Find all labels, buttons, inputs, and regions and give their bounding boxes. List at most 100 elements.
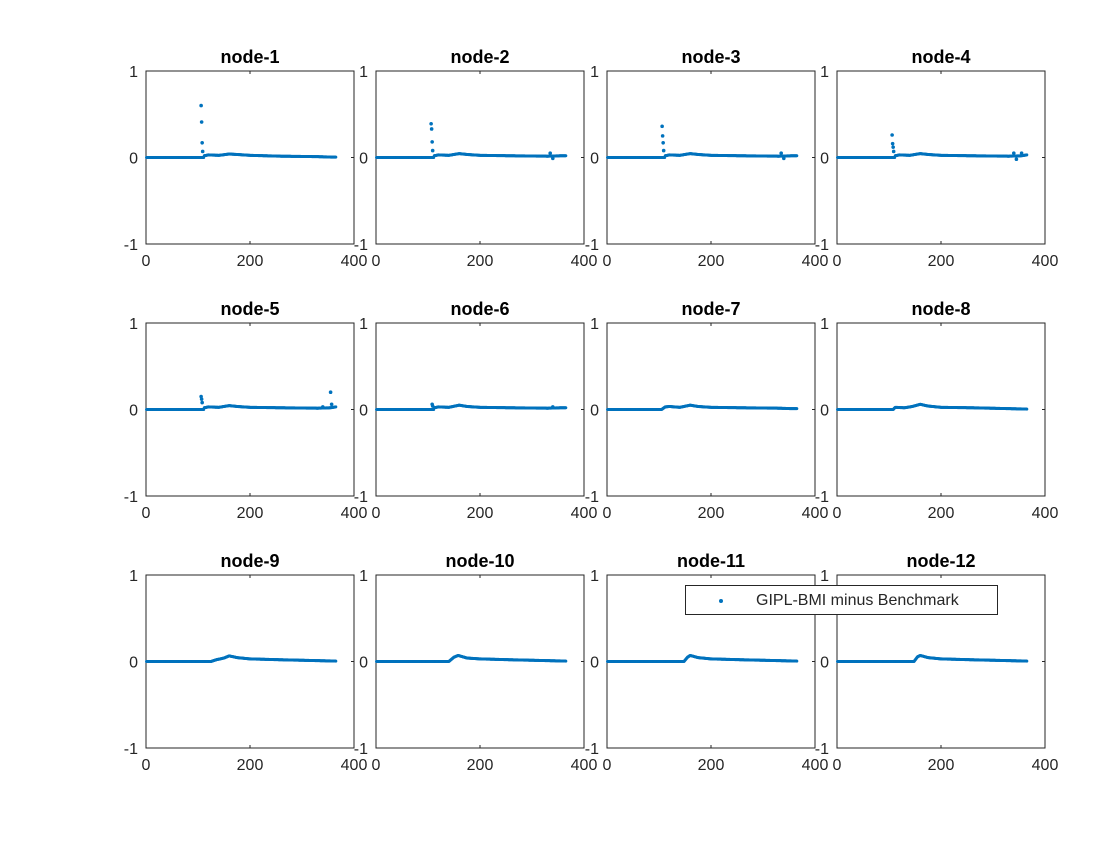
x-tick-label: 400 [571, 505, 598, 522]
subplot-title: node-10 [445, 551, 514, 571]
y-tick-label: 1 [359, 568, 368, 585]
series-points [836, 653, 1029, 663]
series-points [145, 390, 338, 411]
y-tick-label: -1 [585, 741, 599, 758]
data-point-spike [1012, 151, 1016, 155]
y-tick-label: -1 [585, 489, 599, 506]
data-point [564, 406, 568, 410]
data-point-spike [782, 156, 786, 161]
x-tick-label: 200 [467, 757, 494, 774]
data-point-spike [321, 405, 325, 409]
x-tick-label: 0 [372, 505, 381, 522]
data-point [1025, 153, 1029, 157]
data-point-spike [430, 148, 435, 153]
data-point-spike [890, 133, 894, 137]
y-tick-label: 0 [129, 151, 138, 168]
data-point-spike [891, 149, 896, 154]
data-point-spike [1014, 157, 1019, 162]
data-point [1025, 659, 1029, 663]
data-point [795, 659, 799, 663]
series-points [145, 654, 338, 663]
subplot-title: node-8 [911, 299, 970, 319]
x-tick-label: 200 [928, 253, 955, 270]
x-tick-label: 0 [142, 505, 151, 522]
data-point-spike [548, 151, 552, 155]
subplot-title: node-11 [677, 551, 745, 571]
series-points [836, 133, 1029, 162]
data-point-spike [200, 400, 204, 405]
y-tick-label: -1 [354, 489, 368, 506]
x-tick-label: 0 [603, 757, 612, 774]
series-points [375, 653, 568, 663]
y-tick-label: 0 [359, 151, 368, 168]
y-tick-label: -1 [124, 237, 138, 254]
data-point [334, 405, 338, 409]
y-tick-label: 1 [820, 64, 829, 81]
x-tick-label: 400 [1032, 757, 1059, 774]
x-tick-label: 200 [928, 505, 955, 522]
data-point-spike [661, 141, 665, 145]
x-tick-label: 0 [142, 253, 151, 270]
data-point-spike [660, 124, 664, 129]
data-point-spike [328, 390, 333, 395]
y-tick-label: 1 [359, 64, 368, 81]
y-tick-label: -1 [354, 237, 368, 254]
x-tick-label: 400 [802, 757, 829, 774]
y-tick-label: 1 [129, 64, 138, 81]
subplot-title: node-3 [681, 47, 740, 67]
series-points [375, 121, 568, 161]
x-tick-label: 200 [698, 505, 725, 522]
x-tick-label: 400 [1032, 253, 1059, 270]
x-tick-label: 200 [928, 757, 955, 774]
y-tick-label: 0 [590, 655, 599, 672]
series-points [375, 402, 568, 411]
y-tick-label: 0 [129, 403, 138, 420]
data-point-spike [329, 402, 334, 407]
x-tick-label: 0 [603, 253, 612, 270]
y-tick-label: 0 [359, 403, 368, 420]
data-point-spike [1019, 151, 1024, 155]
y-tick-label: -1 [124, 489, 138, 506]
y-tick-label: 1 [820, 316, 829, 333]
data-point-spike [200, 141, 204, 145]
y-tick-label: 1 [590, 64, 599, 81]
series-points [606, 653, 799, 663]
y-tick-label: 1 [820, 568, 829, 585]
y-tick-label: 1 [590, 316, 599, 333]
y-tick-label: -1 [124, 741, 138, 758]
data-point-spike [429, 127, 434, 131]
y-tick-label: 1 [359, 316, 368, 333]
x-tick-label: 0 [833, 757, 842, 774]
data-point [334, 155, 338, 159]
x-tick-label: 400 [802, 505, 829, 522]
y-tick-label: 1 [129, 316, 138, 333]
subplot-title: node-4 [911, 47, 970, 67]
subplot-title: node-9 [220, 551, 279, 571]
y-tick-label: 0 [820, 403, 829, 420]
x-tick-label: 200 [698, 253, 725, 270]
x-tick-label: 0 [372, 757, 381, 774]
x-tick-label: 0 [833, 505, 842, 522]
y-tick-label: 0 [590, 403, 599, 420]
series-points [606, 403, 799, 411]
y-tick-label: 0 [590, 151, 599, 168]
x-tick-label: 200 [467, 505, 494, 522]
subplot-title: node-5 [220, 299, 279, 319]
x-tick-label: 400 [802, 253, 829, 270]
data-point-spike [199, 397, 204, 401]
data-point [795, 407, 799, 411]
data-point-spike [430, 140, 434, 144]
legend-label: GIPL-BMI minus Benchmark [756, 592, 959, 609]
data-point-spike [891, 145, 895, 149]
y-tick-label: 0 [820, 655, 829, 672]
x-tick-label: 200 [698, 757, 725, 774]
